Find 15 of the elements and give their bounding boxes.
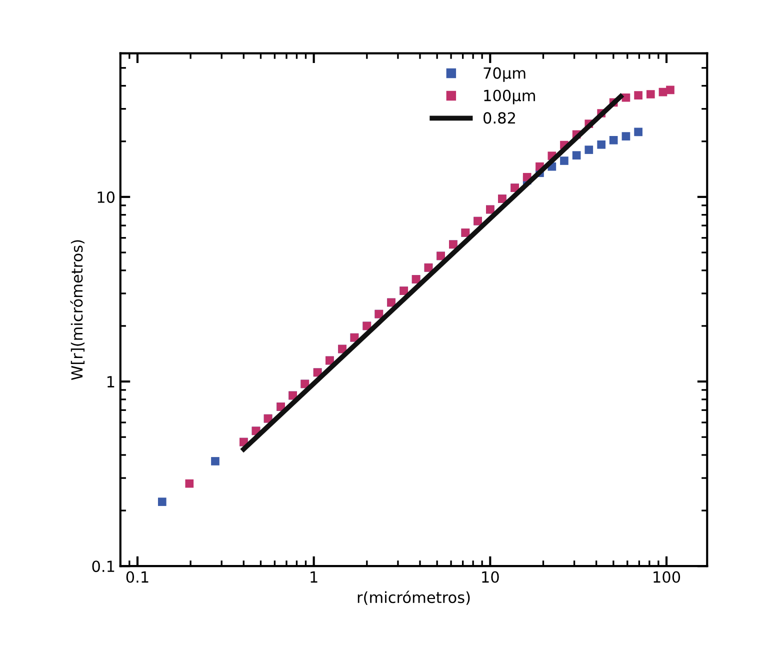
x-tick-label: 0.1 — [126, 571, 148, 583]
x-tick-label: 100 — [654, 571, 680, 583]
point — [634, 91, 642, 100]
y-axis-title: W[r](micrómetros) — [70, 240, 85, 380]
y-tick-label: 0.1 — [92, 560, 114, 572]
legend-label: 0.82 — [484, 112, 515, 124]
y-tick-label: 1 — [107, 376, 114, 388]
x-tick-label: 1 — [310, 571, 318, 583]
point — [646, 90, 655, 98]
x-axis-title: r(micrómetros) — [358, 590, 470, 605]
legend-label: 70µm — [484, 67, 526, 82]
y-tick-label: 10 — [98, 191, 115, 203]
legend-label: 100µm — [484, 90, 535, 104]
point — [622, 93, 630, 102]
x-tick-label: 10 — [482, 571, 499, 583]
